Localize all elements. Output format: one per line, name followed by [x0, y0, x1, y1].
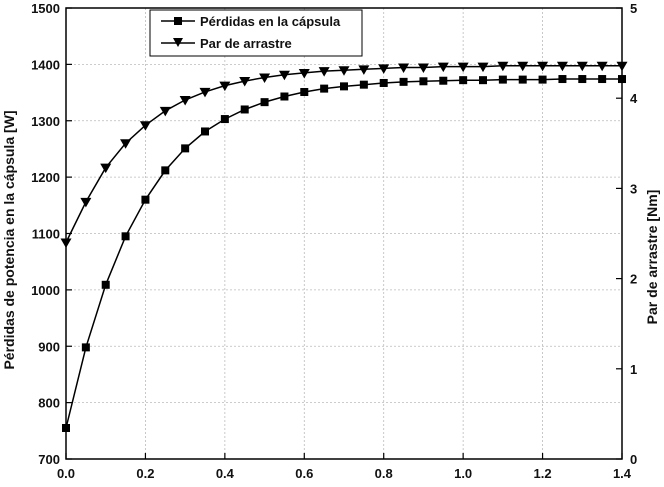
data-point-triangle	[199, 87, 211, 98]
legend-label-losses: Pérdidas en la cápsula	[200, 14, 341, 29]
x-tick-label: 0.6	[295, 466, 313, 481]
y-tick-label: 1000	[31, 283, 60, 298]
data-point-square	[320, 84, 329, 93]
data-point-triangle	[576, 61, 588, 72]
data-point-triangle	[417, 63, 429, 74]
data-point-triangle	[139, 121, 151, 131]
y-tick-label: 1100	[32, 227, 60, 242]
y-tick-label: 900	[38, 339, 60, 354]
x-tick-label: 1.2	[534, 466, 552, 481]
data-point-square	[479, 76, 487, 85]
x-tick-label: 1.4	[613, 466, 632, 481]
legend: Pérdidas en la cápsula Par de arrastre	[149, 9, 363, 57]
data-point-triangle	[537, 61, 549, 72]
data-point-triangle	[517, 61, 529, 72]
ticks: 0.0 0.2 0.4 0.6 0.8 1.0 1.2 1.4 700 800 900 1000 110…	[31, 1, 638, 481]
data-point-triangle	[556, 61, 568, 72]
data-point-square	[81, 343, 90, 352]
x-tick-label: 1.0	[454, 466, 472, 481]
y2-tick-label: 3	[630, 181, 637, 196]
data-point-square	[260, 98, 269, 107]
series-layer	[60, 61, 628, 432]
x-tick-label: 0.4	[216, 466, 235, 481]
data-point-square	[598, 75, 607, 84]
data-point-triangle	[298, 68, 310, 79]
data-point-square	[399, 77, 408, 86]
data-point-triangle	[120, 139, 132, 149]
data-point-square	[359, 80, 368, 89]
y2-axis-title: Par de arrastre [Nm]	[644, 190, 660, 325]
y-tick-label: 1200	[31, 170, 60, 185]
data-point-triangle	[60, 238, 72, 249]
y2-tick-label: 1	[630, 362, 637, 377]
data-point-square	[220, 115, 229, 124]
data-point-square	[240, 105, 249, 114]
data-point-square	[280, 92, 289, 101]
data-point-triangle	[477, 62, 489, 73]
legend-marker-losses	[174, 17, 182, 25]
y2-tick-label: 5	[630, 1, 637, 16]
data-point-square	[62, 423, 70, 432]
data-point-square	[498, 75, 507, 84]
data-point-triangle	[616, 61, 628, 72]
data-point-square	[161, 166, 170, 175]
y2-tick-label: 2	[630, 272, 637, 287]
y-tick-label: 1500	[31, 1, 60, 16]
data-point-square	[578, 75, 587, 84]
data-point-triangle	[219, 81, 231, 92]
data-point-square	[518, 75, 527, 84]
data-point-square	[379, 78, 388, 87]
y-tick-label: 1400	[31, 57, 60, 72]
y2-tick-label: 4	[630, 91, 638, 106]
legend-label-drag: Par de arrastre	[200, 36, 292, 51]
grid	[66, 8, 622, 459]
data-point-square	[300, 87, 309, 96]
data-point-square	[538, 75, 547, 84]
data-point-triangle	[239, 77, 251, 87]
series-line-0	[65, 78, 622, 429]
data-point-triangle	[378, 64, 390, 74]
y-tick-label: 800	[38, 396, 60, 411]
data-point-square	[439, 76, 448, 85]
data-point-triangle	[338, 66, 350, 76]
legend-box	[149, 9, 363, 57]
series-line-1	[65, 64, 622, 243]
data-point-square	[121, 232, 130, 241]
data-point-square	[419, 77, 428, 86]
data-point-triangle	[398, 63, 410, 74]
data-point-triangle	[259, 73, 271, 83]
data-point-triangle	[100, 163, 112, 174]
y-axis-title: Pérdidas de potencia en la cápsula [W]	[1, 110, 17, 369]
data-point-square	[181, 144, 190, 153]
y2-tick-label: 0	[630, 452, 637, 467]
data-point-triangle	[497, 61, 509, 72]
data-point-triangle	[358, 65, 370, 75]
x-tick-label: 0.2	[136, 466, 154, 481]
y-tick-label: 1300	[31, 114, 60, 129]
data-point-triangle	[318, 67, 330, 77]
data-point-square	[558, 75, 567, 84]
data-point-triangle	[179, 96, 191, 106]
data-point-square	[618, 75, 626, 84]
data-point-triangle	[80, 197, 92, 208]
data-point-square	[340, 82, 348, 91]
data-point-triangle	[457, 62, 469, 73]
data-point-square	[459, 76, 468, 85]
x-tick-label: 0.0	[57, 466, 75, 481]
data-point-square	[141, 195, 150, 204]
data-point-triangle	[278, 70, 290, 81]
data-point-triangle	[159, 106, 171, 117]
data-point-square	[201, 127, 209, 136]
data-point-triangle	[596, 61, 608, 72]
data-point-triangle	[437, 62, 449, 73]
legend-marker-drag	[173, 38, 183, 47]
data-point-square	[101, 280, 110, 289]
x-tick-label: 0.8	[375, 466, 393, 481]
y-tick-label: 700	[38, 452, 60, 467]
